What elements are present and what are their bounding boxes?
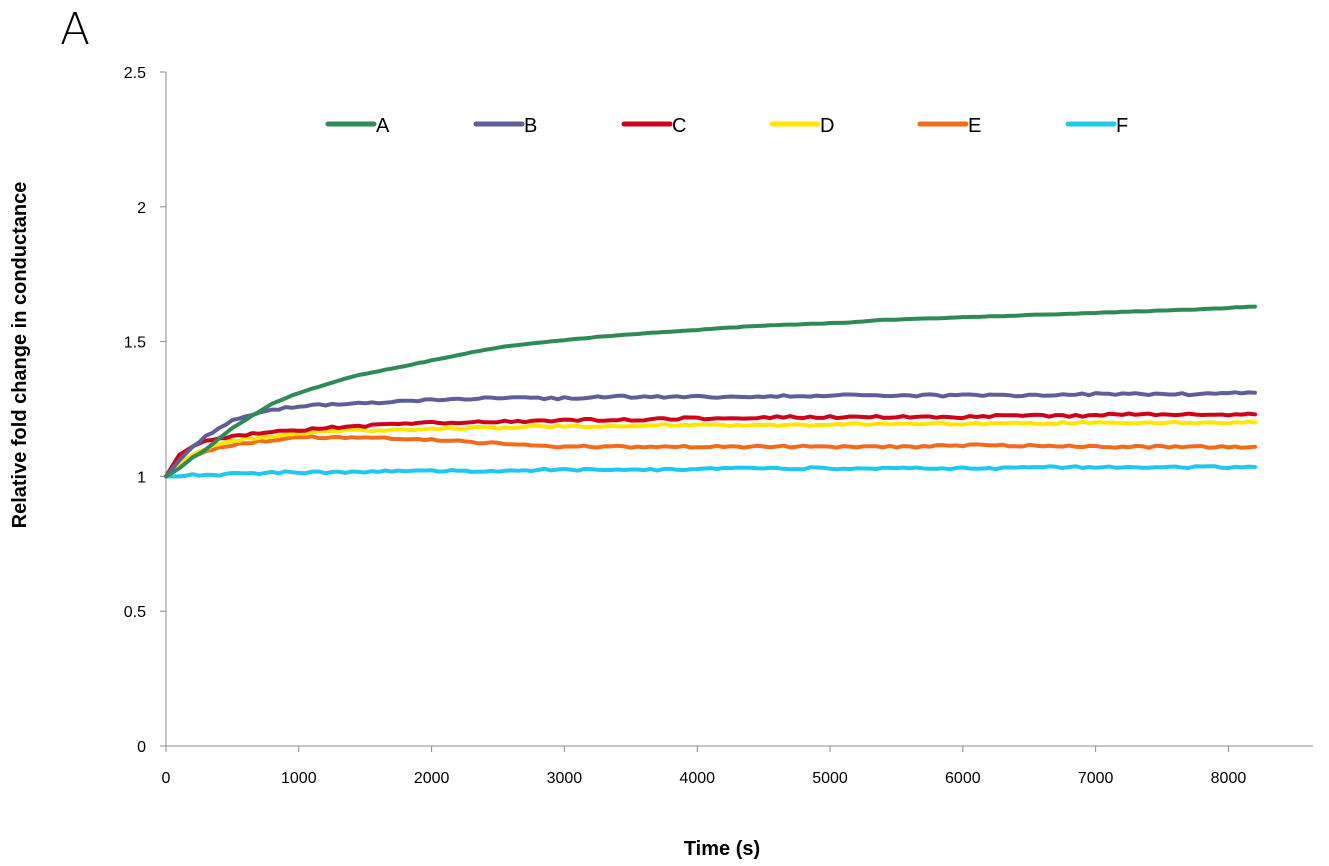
series-line-a [164, 304, 1257, 479]
series-line-b [164, 390, 1257, 479]
series-line-d [164, 419, 1257, 479]
legend: A B C D E F [325, 115, 1128, 137]
legend-label-c: C [672, 115, 686, 137]
series-line-f [164, 464, 1257, 479]
legend-label-e: E [968, 115, 981, 137]
legend-label-b: B [524, 115, 537, 137]
x-tick-label: 3000 [547, 770, 583, 787]
x-tick-label: 8000 [1211, 770, 1247, 787]
y-tick-label: 0 [137, 739, 146, 756]
x-tick-label: 0 [162, 770, 171, 787]
y-axis-title: Relative fold change in conductance [9, 182, 31, 529]
legend-label-d: D [820, 115, 834, 137]
axes [165, 72, 1313, 747]
x-axis-ticks: 0 1000 2000 3000 4000 5000 6000 7000 8000 [162, 746, 1247, 787]
x-tick-label: 2000 [414, 770, 450, 787]
y-tick-label: 2.5 [124, 65, 146, 82]
x-tick-label: 5000 [812, 770, 848, 787]
y-tick-label: 1 [137, 469, 146, 486]
series-lines [164, 304, 1257, 479]
y-axis-ticks: 0 0.5 1 1.5 2 2.5 [124, 65, 166, 756]
legend-label-f: F [1116, 115, 1128, 137]
legend-label-a: A [376, 115, 390, 137]
series-line-c [164, 411, 1257, 479]
x-axis-title: Time (s) [684, 838, 760, 860]
x-tick-label: 7000 [1078, 770, 1114, 787]
x-tick-label: 6000 [945, 770, 981, 787]
x-tick-label: 4000 [679, 770, 715, 787]
panel-label: A [60, 4, 90, 55]
y-tick-label: 0.5 [124, 604, 146, 621]
series-line-e [164, 434, 1257, 479]
y-tick-label: 2 [137, 200, 146, 217]
y-tick-label: 1.5 [124, 335, 146, 352]
x-tick-label: 1000 [281, 770, 317, 787]
